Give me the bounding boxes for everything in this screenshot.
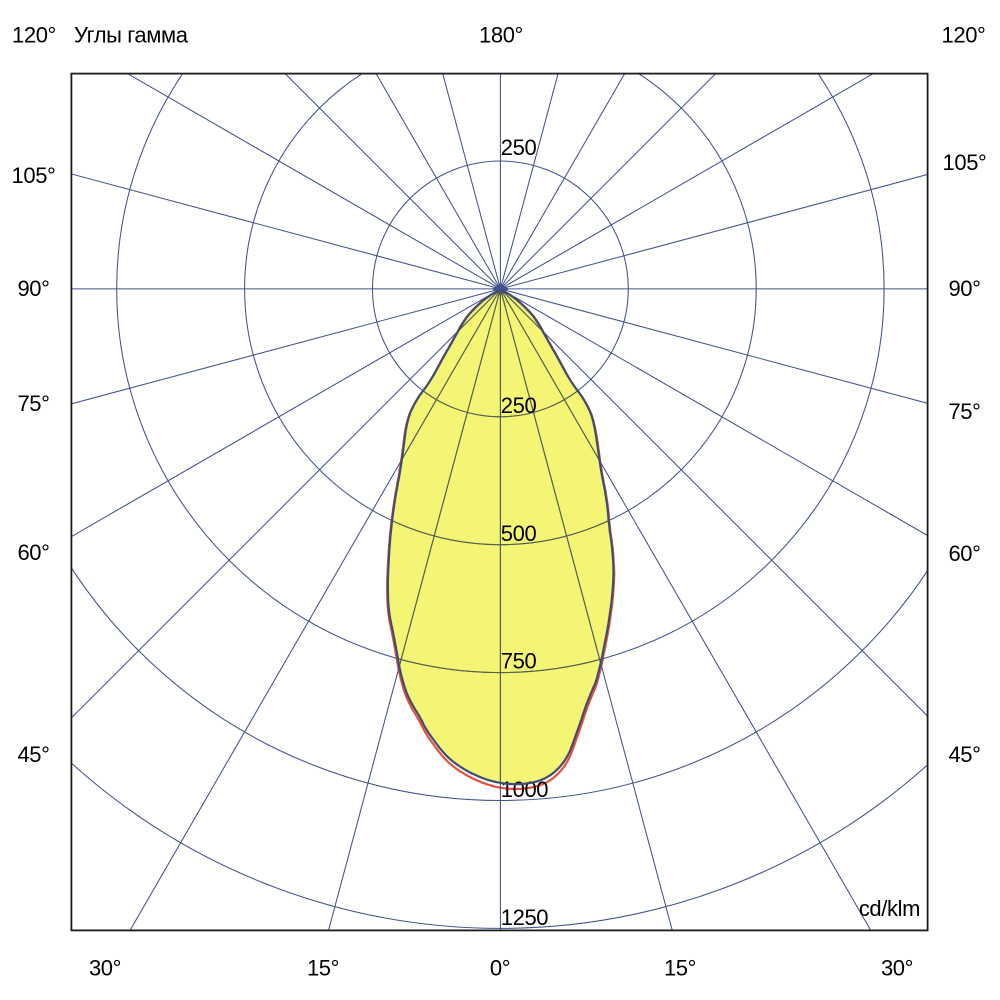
svg-text:105°: 105°: [12, 163, 56, 188]
svg-text:30°: 30°: [89, 956, 121, 981]
svg-text:60°: 60°: [948, 541, 980, 566]
svg-text:0°: 0°: [490, 956, 510, 981]
svg-text:750: 750: [501, 649, 537, 674]
svg-text:90°: 90°: [17, 276, 49, 301]
svg-text:15°: 15°: [307, 956, 339, 981]
svg-text:120°: 120°: [942, 23, 986, 48]
svg-text:250: 250: [501, 393, 537, 418]
svg-text:30°: 30°: [881, 956, 913, 981]
svg-text:Углы гамма: Углы гамма: [74, 23, 189, 48]
svg-text:60°: 60°: [17, 540, 49, 565]
svg-text:180°: 180°: [479, 23, 523, 48]
svg-text:75°: 75°: [17, 391, 49, 416]
svg-text:45°: 45°: [17, 742, 49, 767]
svg-text:75°: 75°: [948, 399, 980, 424]
svg-text:1250: 1250: [501, 905, 549, 930]
svg-text:cd/klm: cd/klm: [859, 896, 920, 921]
svg-text:45°: 45°: [948, 742, 980, 767]
svg-text:15°: 15°: [664, 956, 696, 981]
svg-text:500: 500: [501, 521, 537, 546]
svg-text:120°: 120°: [12, 23, 56, 48]
svg-text:90°: 90°: [948, 276, 980, 301]
svg-text:105°: 105°: [943, 150, 987, 175]
svg-text:250: 250: [501, 135, 537, 160]
